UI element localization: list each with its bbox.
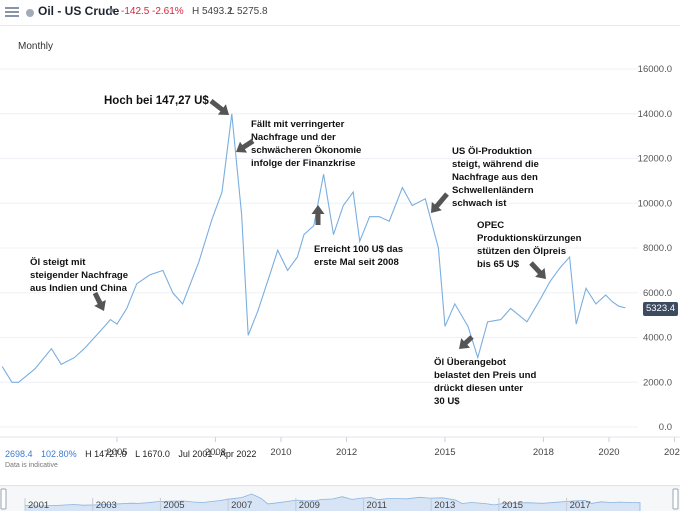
annotation-glut: Öl Überangebot belastet den Preis und dr… bbox=[434, 356, 536, 408]
annotation-hundred: Erreicht 100 U$ das erste Mal seit 2008 bbox=[314, 243, 403, 269]
annotation-line: 30 U$ bbox=[434, 396, 460, 407]
annotation-line: erste Mal seit 2008 bbox=[314, 257, 399, 268]
navigator-handle-left[interactable] bbox=[0, 488, 7, 510]
y-tick-label: 12000.0 bbox=[638, 154, 672, 165]
period-label: Monthly bbox=[18, 41, 54, 52]
annotation-arrow-icon bbox=[236, 138, 255, 153]
navigator-year-label: 2017 bbox=[570, 500, 591, 511]
annotation-line: drückt diesen unter bbox=[434, 383, 524, 394]
x-tick-label: 2008 bbox=[205, 447, 226, 458]
session-low: L 5275.8 bbox=[229, 6, 268, 17]
y-tick-label: 16000.0 bbox=[638, 64, 672, 75]
navigator-year-label: 2009 bbox=[299, 500, 320, 511]
session-high: H 5493.2 bbox=[192, 6, 233, 17]
navigator-chart[interactable]: 2001 2003 2005 2007 2009 2011 2013 2015 2017 bbox=[0, 486, 680, 511]
annotation-line: Öl Überangebot bbox=[434, 357, 506, 368]
navigator-year-label: 2007 bbox=[231, 500, 252, 511]
annotation-line: OPEC bbox=[477, 220, 505, 231]
price-line bbox=[1, 113, 626, 383]
navigator-year-label: 2001 bbox=[28, 500, 49, 511]
last-price-tag: 5323.4 bbox=[643, 302, 678, 316]
annotation-line: Fällt mit verringerter bbox=[251, 119, 345, 130]
status-dot-icon bbox=[26, 9, 34, 17]
annotation-line: steigender Nachfrage bbox=[30, 270, 129, 281]
x-tick-label: 2012 bbox=[336, 447, 357, 458]
y-tick-label: 8000.0 bbox=[643, 243, 672, 254]
annotation-line: belastet den Preis und bbox=[434, 370, 537, 381]
y-tick-label: 6000.0 bbox=[643, 288, 672, 299]
range-low: L 1670.0 bbox=[135, 449, 170, 459]
range-high: H 14727.0 bbox=[85, 449, 127, 459]
annotation-line: Öl steigt mit bbox=[30, 257, 86, 268]
annotation-peak: Hoch bei 147,27 U$ bbox=[104, 95, 209, 107]
annotation-line: Nachfrage aus den bbox=[452, 172, 538, 183]
annotation-line: bis 65 U$ bbox=[477, 259, 520, 270]
y-tick-label: 0.0 bbox=[659, 422, 672, 433]
annotation-line: stützen den Ölpreis bbox=[477, 246, 567, 257]
annotation-us-production: US Öl-Produktion steigt, während die Nac… bbox=[452, 145, 539, 210]
navigator-year-label: 2003 bbox=[96, 500, 117, 511]
annotation-line: Schwellenländern bbox=[452, 185, 534, 196]
first-value: 2698.4 bbox=[5, 449, 33, 459]
annotation-arrow-icon bbox=[92, 291, 106, 311]
price-change-percent: -2.61% bbox=[152, 6, 184, 17]
annotation-line: aus Indien und China bbox=[30, 283, 128, 294]
annotation-arrow-icon bbox=[431, 192, 449, 213]
x-tick-label: 2020 bbox=[598, 447, 619, 458]
y-tick-label: 14000.0 bbox=[638, 109, 672, 120]
hamburger-menu-icon[interactable] bbox=[5, 5, 19, 19]
price-change: -142.5 bbox=[121, 6, 150, 17]
x-tick-label: 2005 bbox=[106, 447, 127, 458]
x-tick-label: 2018 bbox=[533, 447, 554, 458]
x-tick-label: 2010 bbox=[270, 447, 291, 458]
annotation-line: schwach ist bbox=[452, 198, 507, 209]
chevron-down-icon[interactable]: ▼ bbox=[107, 6, 116, 16]
annotation-line: schwächeren Ökonomie bbox=[251, 145, 362, 156]
instrument-name[interactable]: Oil - US Crude bbox=[38, 4, 120, 18]
date-range: Jul 2001 - Apr 2022 bbox=[178, 449, 257, 459]
x-tick-label: 2015 bbox=[434, 447, 455, 458]
annotation-line: steigt, während die bbox=[452, 159, 539, 170]
time-navigator[interactable]: 2001 2003 2005 2007 2009 2011 2013 2015 2017 bbox=[0, 485, 680, 511]
y-tick-label: 4000.0 bbox=[643, 333, 672, 344]
y-tick-label: 2000.0 bbox=[643, 377, 672, 388]
indicative-note: Data is indicative bbox=[5, 462, 58, 469]
annotation-opec: OPEC Produktionskürzungen stützen den Öl… bbox=[477, 219, 581, 271]
y-tick-label: 10000.0 bbox=[638, 198, 672, 209]
navigator-year-label: 2015 bbox=[502, 500, 523, 511]
range-stats: 2698.4 102.80% H 14727.0 L 1670.0 Jul 20… bbox=[5, 449, 262, 459]
navigator-area bbox=[24, 493, 641, 511]
navigator-year-label: 2013 bbox=[434, 500, 455, 511]
annotation-line: Nachfrage und der bbox=[251, 132, 336, 143]
x-tick-label: 2022 bbox=[664, 447, 680, 458]
instrument-header: Oil - US Crude ▼ -142.5 -2.61% H 5493.2 … bbox=[0, 0, 680, 26]
annotation-fall: Fällt mit verringerter Nachfrage und der… bbox=[251, 118, 361, 170]
annotation-arrow-icon bbox=[529, 261, 546, 279]
navigator-year-label: 2011 bbox=[367, 500, 387, 511]
annotation-line: infolge der Finanzkrise bbox=[251, 158, 356, 169]
annotation-arrow-icon bbox=[459, 335, 474, 349]
range-change-percent: 102.80% bbox=[41, 449, 77, 459]
navigator-year-label: 2005 bbox=[163, 500, 184, 511]
annotation-arrow-icon bbox=[311, 205, 325, 225]
annotation-arrow-icon bbox=[209, 99, 229, 115]
annotation-rise: Öl steigt mit steigender Nachfrage aus I… bbox=[30, 256, 128, 295]
annotation-line: US Öl-Produktion bbox=[452, 146, 532, 157]
annotation-line: Produktionskürzungen bbox=[477, 233, 582, 244]
navigator-handle-right[interactable] bbox=[672, 488, 679, 510]
annotation-line: Erreicht 100 U$ das bbox=[314, 244, 404, 255]
